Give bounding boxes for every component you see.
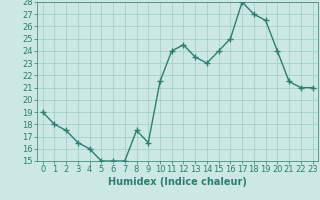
- X-axis label: Humidex (Indice chaleur): Humidex (Indice chaleur): [108, 177, 247, 187]
